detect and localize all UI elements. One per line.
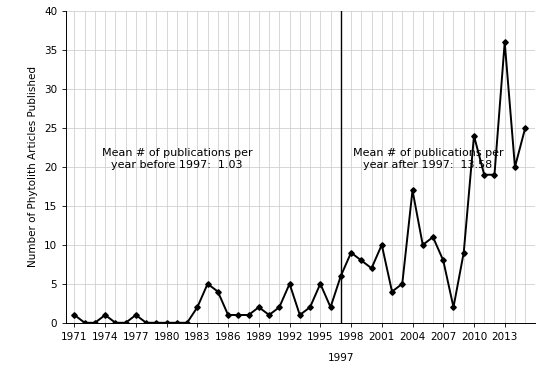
Text: Mean # of publications per
year before 1997:  1.03: Mean # of publications per year before 1… bbox=[102, 148, 252, 170]
Text: 1997: 1997 bbox=[327, 353, 354, 363]
Y-axis label: Number of Phytolith Articles Published: Number of Phytolith Articles Published bbox=[28, 66, 39, 267]
Text: Mean # of publications per
year after 1997:  13.58: Mean # of publications per year after 19… bbox=[353, 148, 503, 170]
